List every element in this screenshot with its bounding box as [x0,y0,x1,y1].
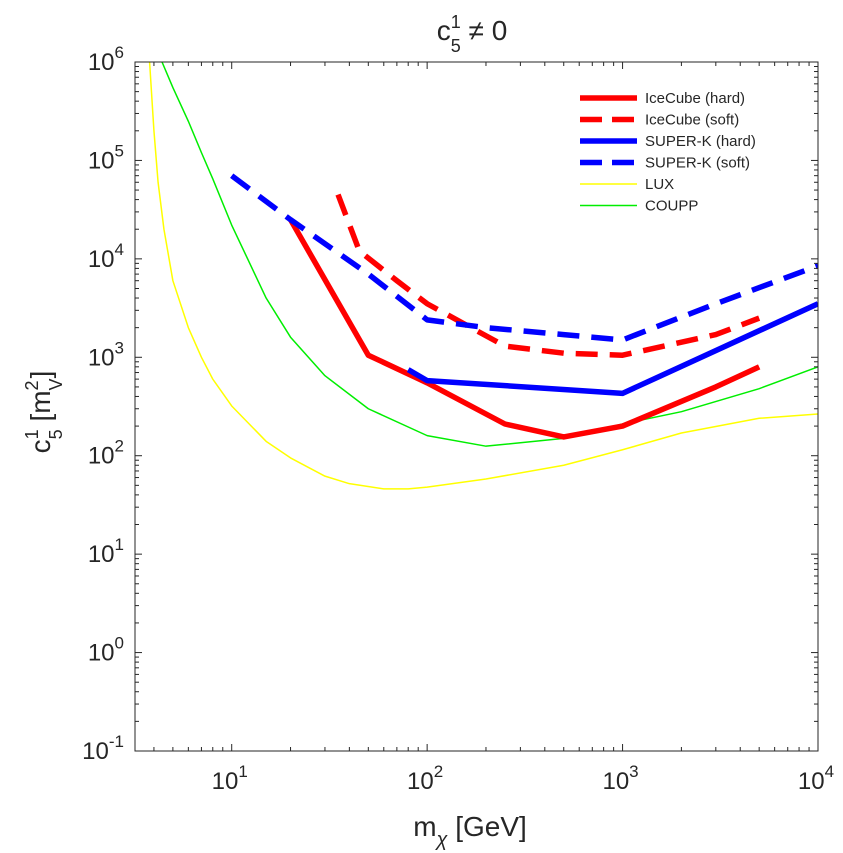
svg-text:c15 [m2V]: c1 5 [m2 V] [22,371,66,454]
legend-label: IceCube (hard) [645,90,745,107]
series-line-icecube-hard [288,218,761,440]
plot-frame [134,61,819,752]
legend-label: COUPP [645,198,698,215]
x-tick-label: 101 [212,762,248,795]
legend-items: IceCube (hard) IceCube (soft) SUPER-K (har… [580,90,756,215]
series-line-super-k-soft [230,173,818,343]
tick-layer: 101 102 103 104 10-1 100 101 102 103 104 105 106 [82,43,834,795]
y-tick-label: 102 [88,437,124,470]
y-axis-label: c1 5 [m2 V] [22,371,66,454]
y-tick-label: 105 [88,141,124,174]
y-tick-label: 103 [88,338,124,371]
y-tick-label: 10-1 [82,732,124,765]
y-tick-label: 106 [88,43,124,76]
y-tick-label: 100 [88,634,124,667]
series-line-icecube-soft [335,193,761,358]
x-tick-label: 102 [407,762,443,795]
legend: IceCube (hard) IceCube (soft) SUPER-K (har… [570,84,780,220]
y-tick-label: 101 [88,535,124,568]
x-tick-label: 103 [602,762,638,795]
series-line-lux [148,62,818,490]
series-layer [148,62,818,490]
chart-title: c1 5 ≠ 0 [437,12,508,56]
series-line-super-k-hard [406,301,818,397]
legend-box [570,84,780,220]
legend-label: SUPER-K (hard) [645,133,756,150]
y-tick-label: 104 [88,240,124,273]
x-axis-label: mχ [GeV] [413,811,527,851]
legend-label: LUX [645,176,674,193]
legend-label: SUPER-K (soft) [645,155,750,172]
legend-label: IceCube (soft) [645,112,739,129]
x-tick-label: 104 [798,762,834,795]
